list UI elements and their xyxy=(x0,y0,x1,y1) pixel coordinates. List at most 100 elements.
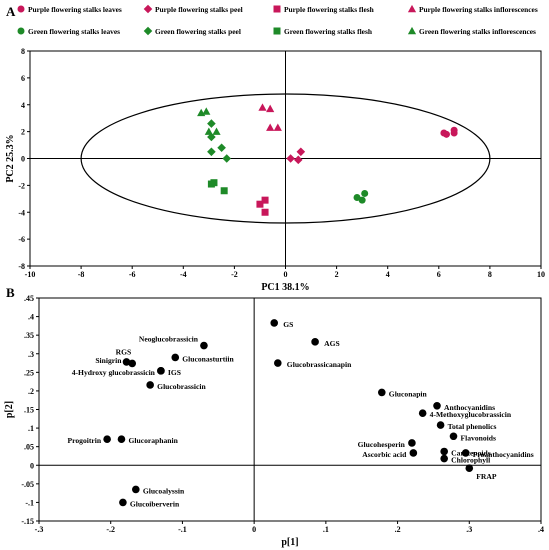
loading-plot-y-label: p[2] xyxy=(4,401,15,418)
loading-point-glucobrassicanapin xyxy=(274,359,282,367)
loading-label: Progoitrin xyxy=(68,436,102,445)
score-plot-x-tick: 6 xyxy=(437,270,441,279)
score-plot-y-tick: -8 xyxy=(18,262,25,271)
loading-label: IGS xyxy=(168,368,181,377)
score-plot-y-label: PC2 25.3% xyxy=(5,134,16,182)
loading-plot-y-tick: -.1 xyxy=(25,498,34,507)
legend-item-green-flowering-stalks-peel: Green flowering stalks peel xyxy=(143,26,241,36)
loading-plot-x-tick: -.2 xyxy=(106,525,115,534)
loading-ascorbic-acid: Ascorbic acid xyxy=(362,449,418,459)
loading-plot-y-tick: -.15 xyxy=(21,517,34,526)
loading-point-rgs xyxy=(128,359,137,368)
loading-point-glucoalyssin xyxy=(132,485,140,494)
panel-label-b: B xyxy=(6,285,15,300)
loading-label: Glucobrassicin xyxy=(157,382,206,391)
loading-anthocyanidins: Anthocyanidins xyxy=(433,401,495,412)
loading-point-sinigrin xyxy=(122,358,131,366)
loading-label: Glucoiberverin xyxy=(130,499,180,508)
score-plot-x-tick: 2 xyxy=(335,270,339,279)
loading-point-gs xyxy=(270,319,279,327)
loading-point-igs xyxy=(157,367,165,375)
loading-label: Glucoraphanin xyxy=(128,436,178,445)
loading-frap: FRAP xyxy=(465,464,497,481)
point-purple-flowering-stalks-leaves xyxy=(450,126,458,134)
loading-plot-x-tick: .4 xyxy=(538,525,544,534)
legend-marker-green-flowering-stalks-inflorescences xyxy=(407,26,417,35)
loading-plot-y-tick: .25 xyxy=(24,368,34,377)
loading-label: Gluconasturtiin xyxy=(182,354,234,363)
loading-plot-x-tick: 0 xyxy=(252,525,256,534)
score-plot-y-tick: -2 xyxy=(18,181,25,190)
loading-point-ags xyxy=(311,338,319,346)
point-purple-flowering-stalks-flesh xyxy=(261,208,269,216)
loading-gluconasturtiin: Gluconasturtiin xyxy=(171,353,235,363)
legend-marker-purple-flowering-stalks-inflorescences xyxy=(407,4,417,13)
legend-marker-green-flowering-stalks-flesh xyxy=(273,27,281,35)
legend-marker-green-flowering-stalks-leaves xyxy=(17,27,25,35)
loading-plot-y-tick: .35 xyxy=(24,331,34,340)
loading-plot-x-tick: .3 xyxy=(466,525,472,534)
loading-point-progoitrin xyxy=(103,435,111,444)
loading-gluconapin: Gluconapin xyxy=(377,388,428,398)
legend-item-purple-flowering-stalks-inflorescences: Purple flowering stalks inflorescences xyxy=(407,4,538,14)
loading-igs: IGS xyxy=(157,367,181,377)
legend-item-purple-flowering-stalks-leaves: Purple flowering stalks leaves xyxy=(17,5,122,14)
point-green-flowering-stalks-flesh xyxy=(220,187,228,195)
score-plot-x-tick: 4 xyxy=(386,270,390,279)
loading-point-gluconapin xyxy=(377,388,386,397)
loading-label: Total phenolics xyxy=(448,422,497,431)
score-plot-x-label: PC1 38.1% xyxy=(261,282,309,293)
loading-plot-y-tick: .3 xyxy=(28,350,34,359)
legend-label: Purple flowering stalks inflorescences xyxy=(419,5,538,14)
score-plot-x-tick: -4 xyxy=(180,270,187,279)
loading-point-4-methoxyglucobrassicin xyxy=(418,409,427,418)
loading-glucohesperin: Glucohesperin xyxy=(358,439,416,449)
loading-label: Anthocyanidins xyxy=(444,403,495,412)
legend-label: Green flowering stalks inflorescences xyxy=(419,27,536,36)
loading-point-proanthocyanidins xyxy=(461,449,470,457)
loading-label: 4-Methoxyglucobrassicin xyxy=(430,410,512,419)
loading-point-frap xyxy=(465,464,474,473)
point-purple-flowering-stalks-peel xyxy=(296,147,306,157)
legend-item-purple-flowering-stalks-peel: Purple flowering stalks peel xyxy=(143,4,243,14)
score-plot-y-tick: -6 xyxy=(18,235,25,244)
point-purple-flowering-stalks-peel xyxy=(286,154,295,163)
score-plot-y-tick: 2 xyxy=(21,128,25,137)
point-green-flowering-stalks-inflorescences xyxy=(212,127,221,135)
loading-4-methoxyglucobrassicin: 4-Methoxyglucobrassicin xyxy=(418,409,512,419)
loading-plot-y-tick: .1 xyxy=(28,424,34,433)
loading-plot-x-tick: -.3 xyxy=(35,525,44,534)
legend-label: Purple flowering stalks peel xyxy=(155,5,243,14)
loading-point-carotenoids xyxy=(440,447,448,456)
score-plot-y-tick: 6 xyxy=(21,74,25,83)
legend-item-purple-flowering-stalks-flesh: Purple flowering stalks flesh xyxy=(273,5,374,14)
loading-label: Gluconapin xyxy=(389,389,428,398)
legend-item-green-flowering-stalks-inflorescences: Green flowering stalks inflorescences xyxy=(407,26,536,36)
score-plot-x-tick: 10 xyxy=(537,270,545,279)
score-plot-x-tick: 0 xyxy=(284,270,288,279)
point-purple-flowering-stalks-flesh xyxy=(256,200,264,208)
score-plot-x-tick: 8 xyxy=(488,270,492,279)
loading-plot-x-label: p[1] xyxy=(281,537,298,548)
point-purple-flowering-stalks-leaves xyxy=(442,130,450,138)
point-green-flowering-stalks-inflorescences xyxy=(202,107,211,115)
legend-marker-purple-flowering-stalks-flesh xyxy=(273,5,281,13)
loading-flavonoids: Flavonoids xyxy=(449,432,496,442)
loading-plot: -.3 -.2 -.1 0 .1 .2 .3 .4 -.15 -.1 -.05 0 .05 .1 .15 .2… xyxy=(4,294,544,548)
loading-point-gluconasturtiin xyxy=(171,353,180,362)
loading-plot-y-tick: -.05 xyxy=(21,480,34,489)
loading-neoglucobrassicin: Neoglucobrassicin xyxy=(139,335,208,350)
loading-label: Glucohesperin xyxy=(358,440,406,449)
point-green-flowering-stalks-peel xyxy=(207,119,216,128)
legend-label: Green flowering stalks peel xyxy=(155,27,241,36)
loading-point-glucoiberverin xyxy=(119,498,127,507)
loading-label: Ascorbic acid xyxy=(362,450,407,459)
point-purple-flowering-stalks-inflorescences xyxy=(266,123,275,131)
legend-item-green-flowering-stalks-leaves: Green flowering stalks leaves xyxy=(17,27,120,36)
loading-point-glucoraphanin xyxy=(117,435,126,444)
score-plot-x-tick: -8 xyxy=(78,270,85,279)
loading-label: Glucobrassicanapin xyxy=(287,360,352,369)
loading-glucoiberverin: Glucoiberverin xyxy=(119,498,180,508)
score-plot-y-tick: 0 xyxy=(21,155,25,164)
loading-progoitrin: Progoitrin xyxy=(68,435,111,445)
